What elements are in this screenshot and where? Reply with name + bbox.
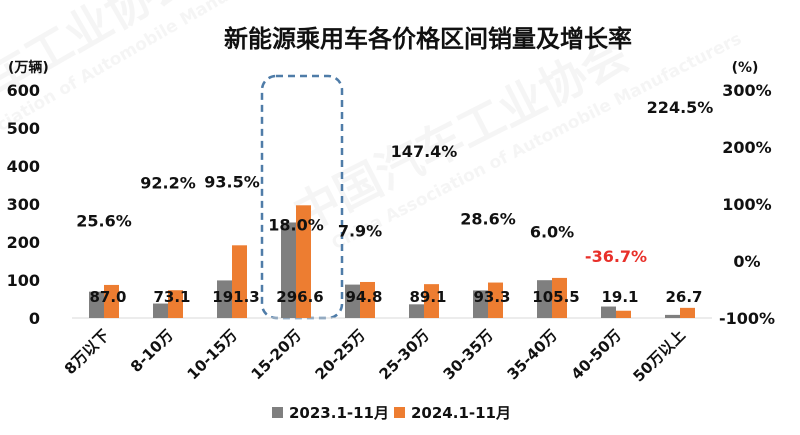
growth-rate-label: 224.5% [647, 98, 714, 117]
bar-2024 [360, 281, 375, 318]
bar-data-labels: 87.0 73.1 191.3 296.6 94.8 89.1 93.3 105.5 19.1 2… [89, 288, 702, 306]
y2-tick-label: -100% [719, 309, 775, 328]
bar-2024 [232, 245, 247, 318]
growth-rate-label: 25.6% [76, 211, 132, 230]
x-tick-label: 40-50万 [568, 326, 625, 383]
growth-rate-label: 7.9% [338, 221, 382, 240]
x-tick-label: 35-40万 [504, 326, 561, 383]
legend-label-2023: 2023.1-11月 [289, 404, 389, 422]
bar-2024 [296, 205, 311, 318]
growth-rate-label: 18.0% [268, 216, 324, 235]
chart-title: 新能源乘用车各价格区间销量及增长率 [224, 25, 632, 53]
y-tick-label: 200 [7, 233, 40, 252]
bar-data-label: 94.8 [345, 288, 382, 306]
bar-2024 [104, 284, 119, 318]
y-tick-label: 600 [7, 81, 40, 100]
y-tick-label: 0 [29, 309, 40, 328]
bar-data-label: 89.1 [409, 288, 446, 306]
growth-rate-label: 28.6% [460, 210, 516, 229]
x-tick-label: 10-15万 [184, 326, 241, 383]
y2-axis-ticks: -100% 0% 100% 200% 300% [719, 81, 775, 328]
growth-rate-label: 147.4% [391, 142, 458, 161]
bar-2024 [616, 310, 631, 318]
y2-tick-label: 200% [722, 138, 771, 157]
y2-tick-label: 300% [722, 81, 771, 100]
y-axis-ticks: 0 100 200 300 400 500 600 [7, 81, 40, 328]
bar-2024 [552, 277, 567, 318]
y-tick-label: 100 [7, 271, 40, 290]
x-tick-label: 25-30万 [376, 326, 433, 383]
y2-tick-label: 0% [733, 252, 760, 271]
bar-data-label: 93.3 [473, 288, 510, 306]
bar-data-label: 73.1 [153, 288, 190, 306]
growth-rate-label: 92.2% [140, 173, 196, 192]
highlight-layer [260, 74, 344, 320]
x-axis-ticks: 8万以下 8-10万 10-15万 15-20万 20-25万 25-30万 30-35万 3… [61, 326, 689, 385]
highlight-box [260, 74, 344, 320]
bar-data-label: 105.5 [532, 288, 579, 306]
bar-data-label: 19.1 [601, 288, 638, 306]
legend-label-2024: 2024.1-11月 [411, 404, 511, 422]
x-tick-label: 8-10万 [127, 326, 177, 376]
growth-rate-label: 6.0% [530, 223, 574, 242]
bar-2024 [424, 284, 439, 318]
bar-data-label: 296.6 [276, 288, 323, 306]
y2-axis-label: (%) [732, 60, 759, 76]
y2-tick-label: 100% [722, 195, 771, 214]
y-tick-label: 500 [7, 119, 40, 138]
bar-2023 [601, 306, 616, 318]
bar-2023 [345, 284, 360, 318]
bar-data-label: 191.3 [212, 288, 259, 306]
x-tick-label: 8万以下 [61, 326, 113, 378]
bar-2024 [168, 290, 183, 318]
bar-2023 [665, 314, 680, 318]
x-tick-label: 30-35万 [440, 326, 497, 383]
legend: 2023.1-11月 2024.1-11月 [272, 404, 511, 422]
y-axis-label: (万辆) [8, 59, 49, 76]
growth-rate-labels: 25.6% 92.2% 93.5% 18.0% 7.9% 147.4% 28.6% 6.0%-… [76, 98, 713, 266]
bar-data-label: 26.7 [665, 288, 702, 306]
bar-2023 [153, 303, 168, 318]
legend-swatch-2023 [272, 407, 283, 418]
bars [89, 205, 695, 318]
bar-data-label: 87.0 [89, 288, 126, 306]
y-tick-label: 300 [7, 195, 40, 214]
bar-2023 [281, 222, 296, 318]
bar-2023 [473, 290, 488, 318]
bar-2023 [217, 280, 232, 318]
growth-rate-label: -36.7% [585, 247, 647, 266]
bar-2024 [488, 282, 503, 318]
x-tick-label: 20-25万 [312, 326, 369, 383]
bar-2023 [409, 304, 424, 318]
y-tick-label: 400 [7, 157, 40, 176]
bar-2023 [89, 291, 104, 318]
bar-2023 [537, 280, 552, 318]
legend-swatch-2024 [394, 407, 405, 418]
growth-rate-label: 93.5% [204, 173, 260, 192]
x-tick-label: 50万以上 [630, 326, 689, 385]
x-tick-label: 15-20万 [248, 326, 305, 383]
bar-2024 [680, 307, 695, 318]
